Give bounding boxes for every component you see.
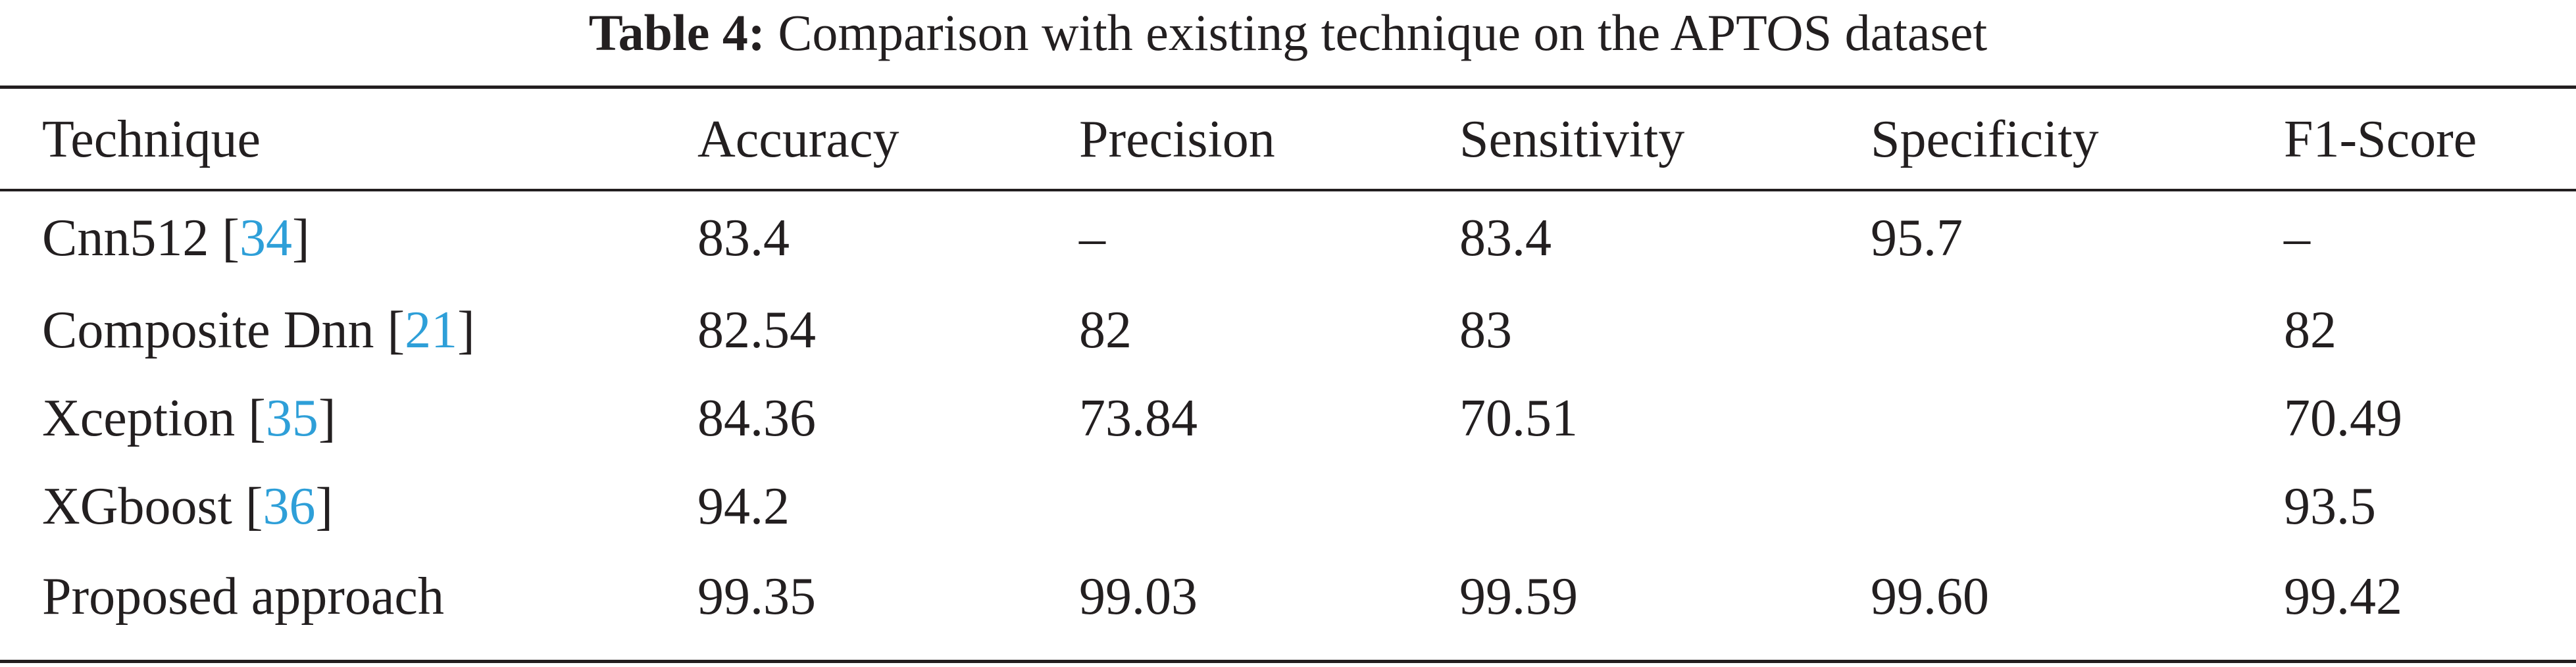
table-caption: Table 4: Comparison with existing techni… xyxy=(0,0,2576,78)
f1-score-cell: 93.5 xyxy=(2284,477,2376,535)
citation-link[interactable]: 36 xyxy=(263,477,316,535)
specificity-cell: 99.60 xyxy=(1871,567,1989,626)
caption-text: Comparison with existing technique on th… xyxy=(778,4,1988,61)
table-row: Xception [35] 84.36 73.84 70.51 70.49 xyxy=(0,374,2576,462)
accuracy-cell: 83.4 xyxy=(697,209,790,267)
comparison-table: Technique Accuracy Precision Sensitivity… xyxy=(0,89,2576,643)
f1-score-cell: 82 xyxy=(2284,301,2336,359)
technique-cell: XGboost [36] xyxy=(42,477,334,535)
citation-link[interactable]: 35 xyxy=(265,389,318,447)
technique-cell: Cnn512 [34] xyxy=(42,209,310,267)
accuracy-cell: 94.2 xyxy=(697,477,790,535)
technique-name: Composite Dnn xyxy=(42,301,374,359)
f1-score-cell: – xyxy=(2284,209,2310,267)
f1-score-cell: 70.49 xyxy=(2284,389,2402,447)
header-technique: Technique xyxy=(42,110,261,168)
header-specificity: Specificity xyxy=(1871,110,2099,168)
technique-cell: Xception [35] xyxy=(42,389,336,447)
technique-cell: Composite Dnn [21] xyxy=(42,301,475,359)
technique-name: Cnn512 xyxy=(42,209,209,267)
technique-cell: Proposed approach xyxy=(42,567,444,626)
specificity-cell xyxy=(1871,462,2284,551)
f1-score-cell: 99.42 xyxy=(2284,567,2402,626)
specificity-cell xyxy=(1871,374,2284,462)
sensitivity-cell: 83 xyxy=(1459,301,1512,359)
accuracy-cell: 99.35 xyxy=(697,567,816,626)
header-f1-score: F1-Score xyxy=(2284,110,2477,168)
sensitivity-cell: 70.51 xyxy=(1459,389,1578,447)
precision-cell: – xyxy=(1079,209,1105,267)
citation-link[interactable]: 34 xyxy=(240,209,292,267)
accuracy-cell: 82.54 xyxy=(697,301,816,359)
precision-cell: 82 xyxy=(1079,301,1132,359)
citation-link[interactable]: 21 xyxy=(405,301,458,359)
header-row: Technique Accuracy Precision Sensitivity… xyxy=(0,89,2576,190)
technique-name: Xception xyxy=(42,389,236,447)
table-row: Cnn512 [34] 83.4 – 83.4 95.7 – xyxy=(0,190,2576,286)
table-row: Composite Dnn [21] 82.54 82 83 82 xyxy=(0,286,2576,374)
precision-cell: 73.84 xyxy=(1079,389,1198,447)
table-row: Proposed approach 99.35 99.03 99.59 99.6… xyxy=(0,551,2576,643)
caption-label: Table 4: xyxy=(588,4,765,61)
specificity-cell xyxy=(1871,286,2284,374)
top-rule xyxy=(0,86,2576,89)
header-accuracy: Accuracy xyxy=(697,110,899,168)
bottom-rule xyxy=(0,660,2576,663)
header-sensitivity: Sensitivity xyxy=(1459,110,1685,168)
sensitivity-cell: 99.59 xyxy=(1459,567,1578,626)
technique-name: XGboost xyxy=(42,477,232,535)
accuracy-cell: 84.36 xyxy=(697,389,816,447)
sensitivity-cell: 83.4 xyxy=(1459,209,1552,267)
sensitivity-cell xyxy=(1459,462,1871,551)
specificity-cell: 95.7 xyxy=(1871,209,1963,267)
header-rule xyxy=(0,189,2576,191)
precision-cell xyxy=(1079,462,1459,551)
table-row: XGboost [36] 94.2 93.5 xyxy=(0,462,2576,551)
header-precision: Precision xyxy=(1079,110,1275,168)
precision-cell: 99.03 xyxy=(1079,567,1198,626)
